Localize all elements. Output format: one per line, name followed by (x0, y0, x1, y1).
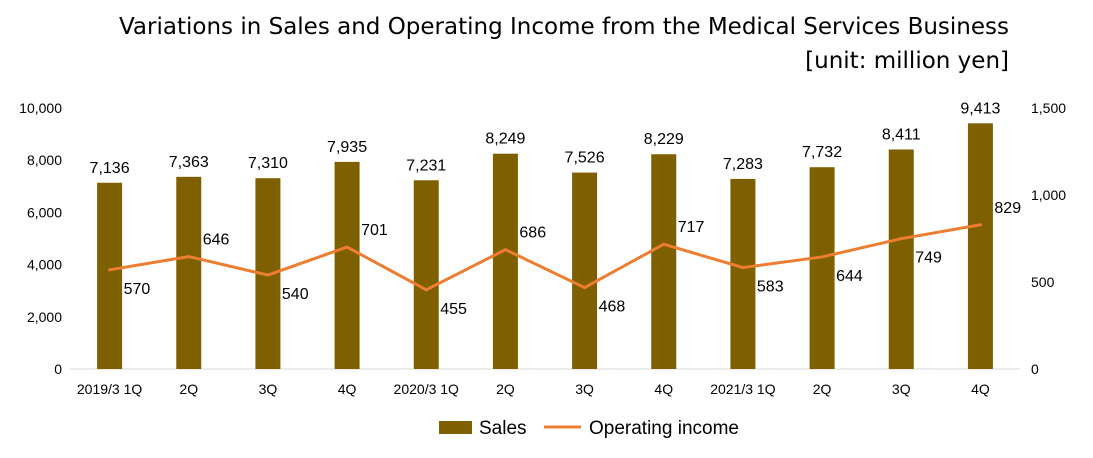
left-axis-tick: 6,000 (27, 204, 62, 220)
operating-income-point (899, 237, 903, 241)
operating-income-point (108, 268, 112, 272)
operating-income-data-label: 468 (599, 299, 626, 316)
sales-bar (413, 180, 439, 369)
sales-bar (97, 182, 123, 369)
x-axis-tick: 2Q (179, 381, 198, 397)
x-axis-tick: 3Q (259, 381, 278, 397)
chart-title-block: Variations in Sales and Operating Income… (119, 10, 1009, 78)
right-axis: 0 500 1,000 1,500 (1031, 100, 1066, 377)
sales-bar (572, 172, 598, 369)
operating-income-point (978, 223, 982, 227)
sales-data-label: 7,231 (406, 157, 446, 174)
operating-income-data-label: 540 (282, 286, 309, 303)
operating-income-data-label: 583 (757, 279, 784, 296)
x-axis-tick: 2Q (813, 381, 832, 397)
right-axis-tick: 0 (1031, 361, 1039, 377)
operating-income-point (741, 266, 745, 270)
sales-data-label: 7,363 (169, 154, 209, 171)
operating-income-data-label: 455 (440, 301, 467, 318)
sales-data-label: 7,283 (723, 156, 763, 173)
x-axis-tick: 3Q (575, 381, 594, 397)
operating-income-data-label: 686 (519, 225, 546, 242)
operating-income-point (662, 242, 666, 246)
operating-income-point (583, 286, 587, 290)
left-axis-tick: 4,000 (27, 257, 62, 273)
x-axis-tick-labels: 2019/3 1Q 2Q 3Q 4Q 2020/3 1Q 2Q 3Q 4Q 2021/3 1Q 2… (77, 381, 990, 397)
chart-title: Variations in Sales and Operating Income… (118, 14, 1009, 40)
operating-income-data-label: 570 (124, 281, 151, 298)
sales-data-label: 7,136 (90, 160, 130, 177)
sales-data-labels: 7,136 7,363 7,310 7,935 7,231 8,249 7,526 8,229… (90, 100, 1001, 176)
operating-income-line (108, 223, 982, 292)
operating-income-data-label: 701 (361, 222, 388, 239)
sales-data-label: 7,526 (565, 150, 605, 167)
left-axis-tick: 2,000 (27, 309, 62, 325)
left-axis: 0 2,000 4,000 6,000 8,000 10,000 (19, 100, 62, 377)
left-axis-tick: 0 (54, 361, 62, 377)
operating-income-point (820, 255, 824, 259)
left-axis-tick: 8,000 (27, 152, 62, 168)
operating-income-data-label: 749 (915, 250, 942, 267)
sales-data-label: 9,413 (960, 100, 1000, 117)
sales-bar (730, 178, 756, 369)
x-axis-tick: 2020/3 1Q (394, 381, 459, 397)
operating-income-point (424, 288, 428, 292)
sales-bar (176, 176, 202, 369)
legend-label-sales: Sales (479, 418, 527, 439)
legend-swatch-sales (439, 421, 472, 434)
sales-bar (334, 161, 360, 369)
x-axis-tick: 2Q (496, 381, 515, 397)
right-axis-tick: 1,500 (1031, 100, 1066, 116)
right-axis-tick: 500 (1031, 274, 1055, 290)
sales-bar (492, 153, 518, 369)
operating-income-data-labels: 570 646 540 701 455 686 468 717 583 644 749 829 (124, 200, 1022, 318)
legend: Sales Operating income (439, 418, 739, 439)
x-axis-tick: 3Q (892, 381, 911, 397)
sales-bar (888, 149, 914, 369)
x-axis-tick: 2021/3 1Q (710, 381, 775, 397)
operating-income-data-label: 717 (678, 219, 705, 236)
left-axis-tick: 10,000 (19, 100, 62, 116)
operating-income-point (503, 248, 507, 252)
sales-data-label: 8,411 (882, 126, 921, 143)
sales-data-label: 7,935 (327, 139, 367, 156)
sales-data-label: 8,229 (644, 131, 684, 148)
sales-bar (967, 123, 993, 369)
operating-income-series-line (109, 223, 981, 292)
sales-bar (809, 167, 835, 369)
operating-income-point (266, 273, 270, 277)
x-axis-tick: 4Q (971, 381, 990, 397)
legend-label-operating-income: Operating income (589, 418, 739, 439)
operating-income-data-label: 644 (836, 268, 863, 285)
operating-income-data-label: 829 (994, 200, 1021, 217)
operating-income-point (187, 255, 191, 259)
operating-income-point (345, 245, 349, 249)
x-axis-tick: 2019/3 1Q (77, 381, 142, 397)
x-axis-tick: 4Q (654, 381, 673, 397)
sales-bars (97, 123, 993, 369)
sales-data-label: 7,732 (802, 144, 842, 161)
chart-unit: [unit: million yen] (805, 48, 1009, 74)
sales-data-label: 7,310 (248, 155, 288, 172)
right-axis-tick: 1,000 (1031, 187, 1066, 203)
sales-bar (651, 154, 677, 369)
operating-income-data-label: 646 (203, 232, 230, 249)
sales-data-label: 8,249 (485, 131, 525, 148)
x-axis-tick: 4Q (338, 381, 357, 397)
